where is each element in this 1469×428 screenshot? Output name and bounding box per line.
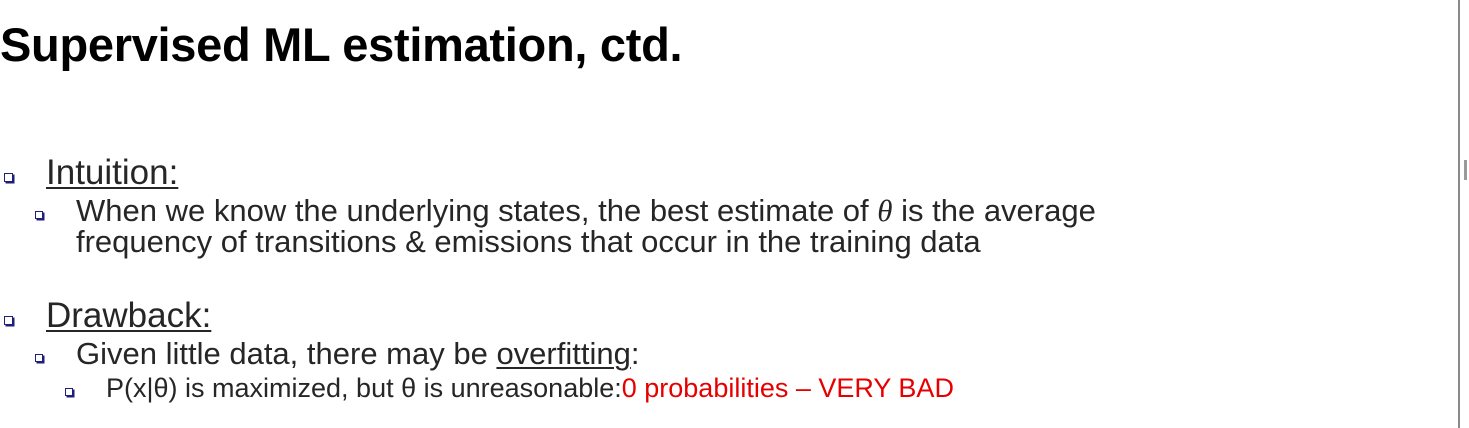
- square-bullet-icon: [4, 316, 13, 325]
- highlight-text: 0 probabilities – VERY BAD: [621, 373, 954, 403]
- right-border-line: [1458, 0, 1460, 428]
- slide-title: Supervised ML estimation, ctd.: [0, 18, 683, 71]
- square-bullet-icon: [4, 173, 13, 182]
- section-heading-drawback: Drawback:: [46, 296, 212, 335]
- section-heading-intuition: Intuition:: [46, 153, 179, 192]
- right-border-tick: [1464, 160, 1467, 180]
- square-bullet-icon: [35, 354, 43, 362]
- square-bullet-icon: [65, 388, 73, 396]
- intuition-point-line2: frequency of transitions & emissions tha…: [76, 224, 981, 259]
- overfitting-term: overfitting: [496, 336, 631, 371]
- drawback-point: Given little data, there may be overfitt…: [76, 336, 640, 371]
- square-bullet-icon: [35, 211, 43, 219]
- drawback-subpoint: P(x|θ) is maximized, but θ is unreasonab…: [106, 373, 954, 403]
- intuition-point-line1: When we know the underlying states, the …: [76, 193, 1096, 228]
- theta-symbol: θ: [877, 193, 893, 228]
